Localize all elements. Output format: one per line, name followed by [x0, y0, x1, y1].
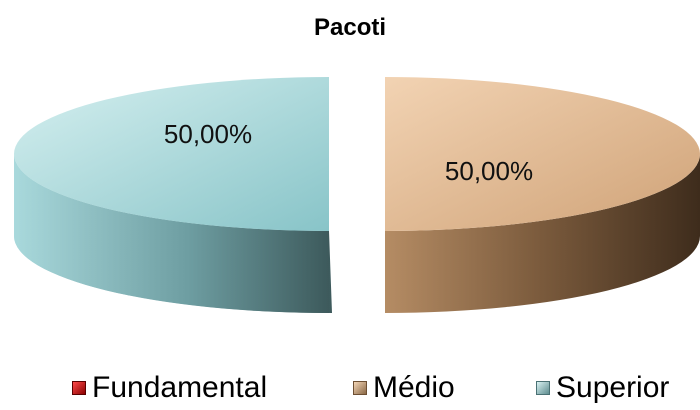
- pie-slice-superior-side-front: [14, 154, 329, 313]
- legend-item-medio: Médio: [353, 368, 455, 408]
- data-label-superior: 50,00%: [164, 119, 252, 149]
- pie-slice-medio-top: [385, 77, 700, 231]
- pie-slice-medio-side: [385, 154, 700, 313]
- chart-title: Pacoti: [313, 14, 387, 41]
- legend-label-superior: Superior: [556, 371, 670, 404]
- legend-label-medio: Médio: [373, 371, 455, 404]
- legend-swatch-superior: [536, 381, 550, 395]
- data-label-medio: 50,00%: [445, 156, 533, 186]
- legend-swatch-fundamental: [72, 381, 86, 395]
- pie-slice-medio: 50,00%: [385, 77, 700, 313]
- chart-legend: Fundamental Médio Superior: [0, 368, 700, 408]
- legend-swatch-medio: [353, 381, 367, 395]
- legend-label-fundamental: Fundamental: [92, 371, 268, 404]
- pie-slice-superior: 50,00%: [14, 77, 332, 313]
- legend-item-superior: Superior: [536, 368, 669, 408]
- pie-slice-superior-top: [14, 77, 329, 231]
- legend-item-fundamental: Fundamental: [72, 368, 267, 408]
